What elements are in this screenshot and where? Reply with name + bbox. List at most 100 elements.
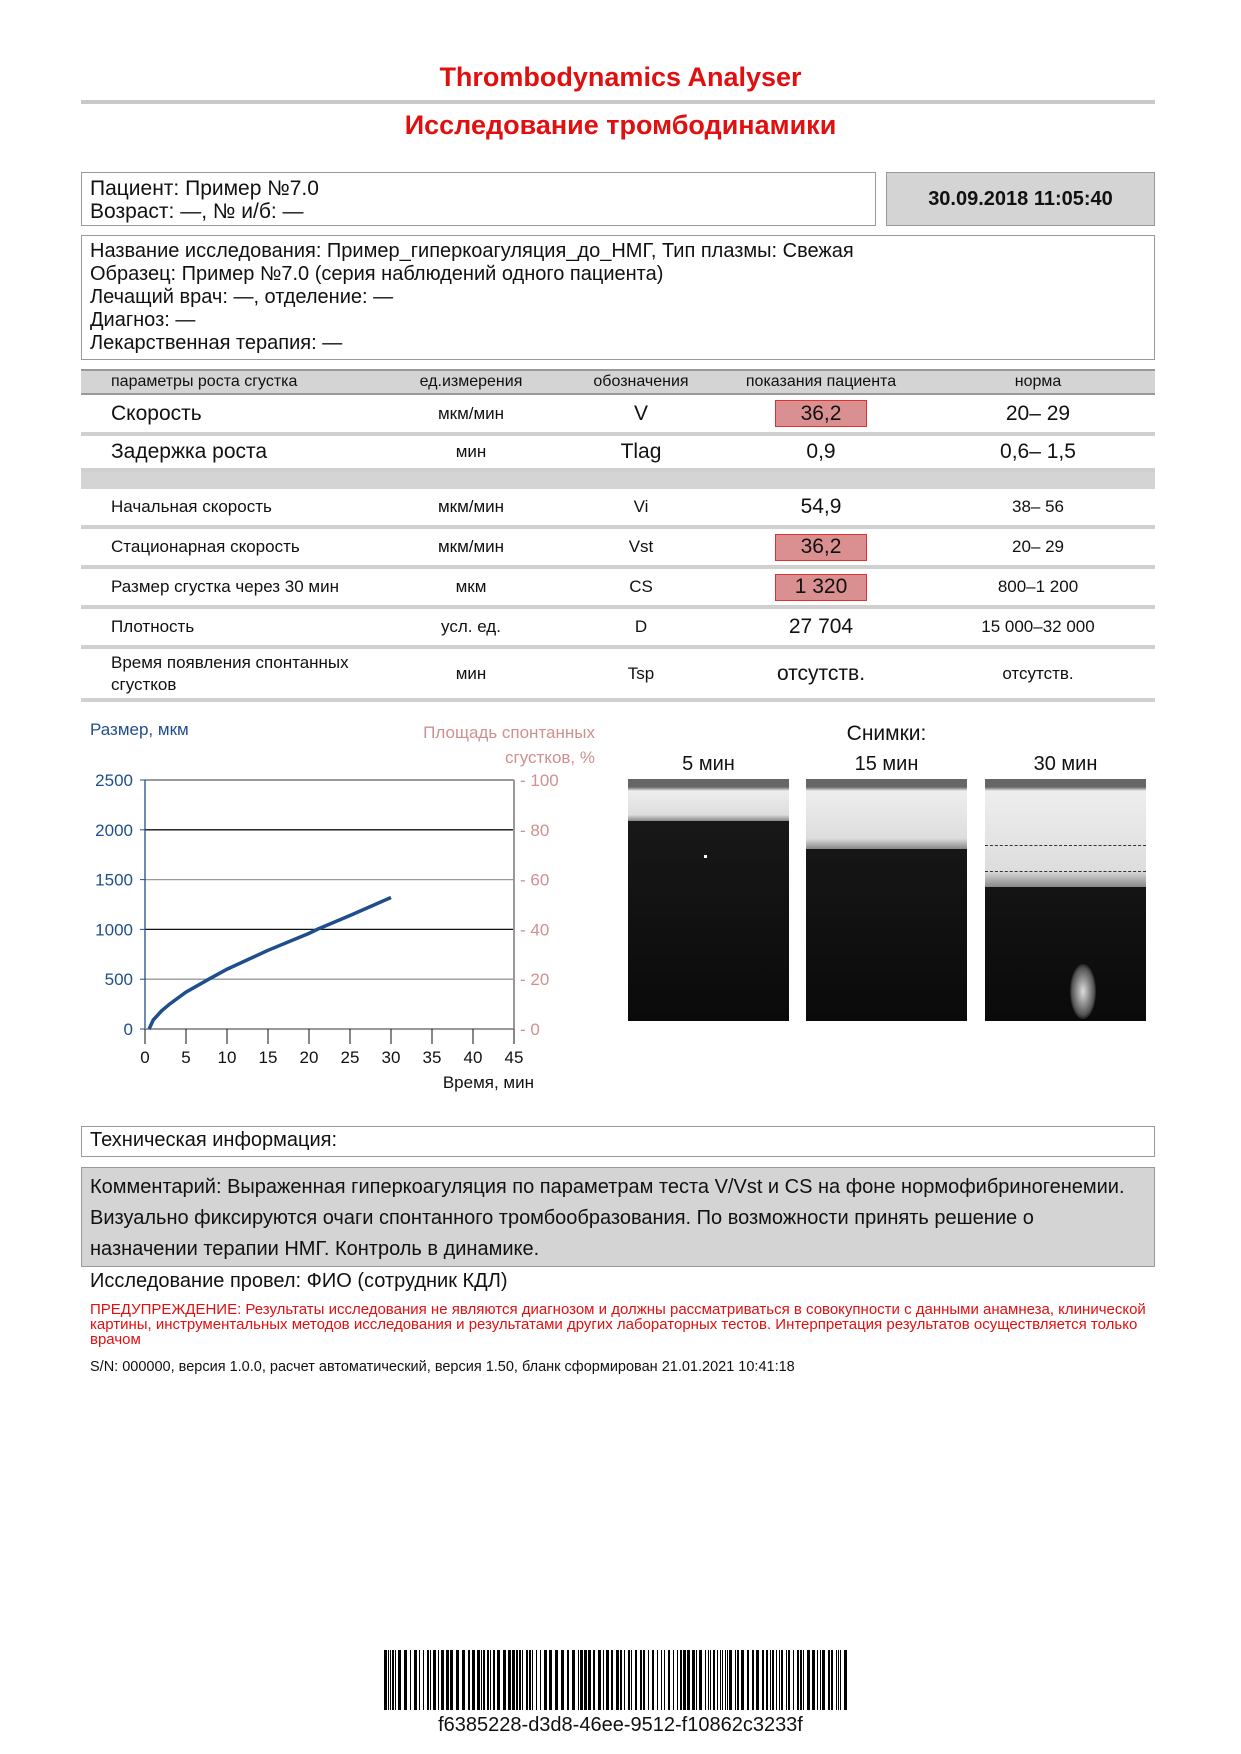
param-norm-text: 0,6– 1,5 bbox=[1000, 440, 1076, 463]
param-name-text: Начальная скорость bbox=[111, 497, 272, 516]
barcode-bar bbox=[820, 1650, 821, 1710]
barcode-bar bbox=[722, 1650, 723, 1710]
param-unit: мкм/мин bbox=[381, 489, 561, 525]
barcode-bar bbox=[544, 1650, 547, 1710]
param-name: Плотность bbox=[111, 609, 411, 645]
barcode-bar bbox=[588, 1650, 591, 1710]
sample: Образец: Пример №7.0 (серия наблюдений о… bbox=[90, 263, 664, 285]
param-unit-text: мкм bbox=[455, 577, 487, 596]
barcode-bar bbox=[593, 1650, 595, 1710]
param-norm: отсутств. bbox=[921, 649, 1155, 698]
barcode-bar bbox=[578, 1650, 579, 1710]
barcode-bar bbox=[844, 1650, 847, 1710]
snapshots-title: Снимки: bbox=[846, 722, 927, 745]
param-norm-text: отсутств. bbox=[1002, 663, 1074, 683]
y-tick-label: 1000 bbox=[95, 920, 133, 939]
x-tick-label: 25 bbox=[341, 1048, 360, 1067]
barcode-bar bbox=[392, 1650, 394, 1710]
barcode-bar bbox=[427, 1650, 429, 1710]
barcode-bar bbox=[635, 1650, 637, 1710]
y-tick-label: 0 bbox=[124, 1020, 133, 1039]
y2-tick-label: - 40 bbox=[520, 920, 549, 939]
param-unit: мин bbox=[381, 436, 561, 468]
y2-tick-label: - 0 bbox=[520, 1020, 540, 1039]
barcode-bar bbox=[567, 1650, 569, 1710]
snapshot-label-30: 30 мин bbox=[1033, 753, 1098, 775]
x-tick-label: 10 bbox=[218, 1048, 237, 1067]
param-name: Задержка роста bbox=[111, 436, 411, 468]
param-value: отсутств. bbox=[721, 649, 921, 698]
footer-info: S/N: 000000, версия 1.0.0, расчет автома… bbox=[90, 1359, 795, 1375]
param-symbol: Tsp bbox=[561, 649, 721, 698]
barcode-bar bbox=[384, 1650, 387, 1710]
barcode-bar bbox=[512, 1650, 515, 1710]
param-symbol-text: V bbox=[633, 401, 648, 425]
param-name-text: Время появления спонтанных сгустков bbox=[111, 652, 349, 694]
col-symbol: обозначения bbox=[561, 371, 721, 393]
barcode-bar bbox=[468, 1650, 470, 1710]
barcode-bar bbox=[456, 1650, 459, 1710]
param-symbol: Vi bbox=[561, 489, 721, 525]
col-value-text: показания пациента bbox=[745, 373, 897, 390]
param-name: Начальная скорость bbox=[111, 489, 411, 525]
barcode-bar bbox=[752, 1650, 754, 1710]
barcode-bar bbox=[404, 1650, 407, 1710]
param-value: 0,9 bbox=[721, 436, 921, 468]
barcode-bar bbox=[713, 1650, 715, 1710]
title-en: Thrombodynamics Analyser bbox=[439, 62, 802, 92]
barcode-bar bbox=[477, 1650, 480, 1710]
param-norm-text: 15 000–32 000 bbox=[981, 617, 1095, 636]
barcode-bar bbox=[532, 1650, 533, 1710]
barcode-bar bbox=[611, 1650, 613, 1710]
snapshot-label-15: 15 мин bbox=[854, 753, 919, 775]
table-row: Стационарная скорость мкм/мин Vst 36,2 20– 2… bbox=[81, 529, 1155, 569]
barcode-bar bbox=[450, 1650, 453, 1710]
param-unit: мин bbox=[381, 649, 561, 698]
param-norm: 15 000–32 000 bbox=[921, 609, 1155, 645]
barcode-bar bbox=[616, 1650, 619, 1710]
col-unit-text: ед.измерения bbox=[419, 373, 523, 390]
barcode-bar bbox=[648, 1650, 649, 1710]
table-row: Плотность усл. ед. D 27 704 15 000–32 000 bbox=[81, 609, 1155, 649]
performed-by: Исследование провел: ФИО (сотрудник КДЛ) bbox=[90, 1270, 508, 1292]
snapshot-image-30 bbox=[985, 779, 1146, 1021]
barcode-bar bbox=[705, 1650, 706, 1710]
barcode-bar bbox=[766, 1650, 768, 1710]
snapshot-image-5 bbox=[628, 779, 789, 1021]
barcode-bar bbox=[519, 1650, 521, 1710]
barcode-bar bbox=[446, 1650, 449, 1710]
param-value-text: 54,9 bbox=[800, 495, 842, 518]
param-symbol-text: Vi bbox=[633, 497, 649, 516]
study-name: Название исследования: Пример_гиперкоагу… bbox=[90, 240, 854, 262]
table-row: Начальная скорость мкм/мин Vi 54,9 38– 56 bbox=[81, 489, 1155, 529]
param-name-text: Скорость bbox=[111, 401, 202, 425]
param-unit: мкм/мин bbox=[381, 529, 561, 565]
col-parameter: параметры роста сгустка bbox=[111, 371, 411, 393]
param-name-text: Плотность bbox=[111, 617, 195, 636]
barcode-bar bbox=[720, 1650, 721, 1710]
barcode-bar bbox=[770, 1650, 771, 1710]
barcode-bar bbox=[603, 1650, 604, 1710]
param-value: 27 704 bbox=[721, 609, 921, 645]
barcode-bar bbox=[786, 1650, 787, 1710]
param-symbol: V bbox=[561, 395, 721, 432]
param-name: Время появления спонтанных сгустков bbox=[111, 649, 411, 698]
datetime: 30.09.2018 11:05:40 bbox=[886, 172, 1155, 226]
warning: ПРЕДУПРЕЖДЕНИЕ: Результаты исследования … bbox=[90, 1301, 1146, 1348]
doctor: Лечащий врач: —, отделение: — bbox=[90, 286, 394, 308]
barcode-bar bbox=[643, 1650, 645, 1710]
col-symbol-text: обозначения bbox=[593, 373, 689, 390]
barcode-bar bbox=[483, 1650, 485, 1710]
barcode-bar bbox=[828, 1650, 830, 1710]
barcode-bar bbox=[493, 1650, 495, 1710]
barcode-bar bbox=[812, 1650, 815, 1710]
barcode-bar bbox=[762, 1650, 764, 1710]
x-tick-label: 20 bbox=[300, 1048, 319, 1067]
param-name: Скорость bbox=[111, 395, 411, 432]
col-norm: норма bbox=[921, 371, 1155, 393]
barcode-bar bbox=[624, 1650, 625, 1710]
param-symbol: D bbox=[561, 609, 721, 645]
tech-info: Техническая информация: bbox=[81, 1126, 1155, 1157]
param-value-text: 36,2 bbox=[775, 533, 867, 561]
barcode-bar bbox=[414, 1650, 417, 1710]
